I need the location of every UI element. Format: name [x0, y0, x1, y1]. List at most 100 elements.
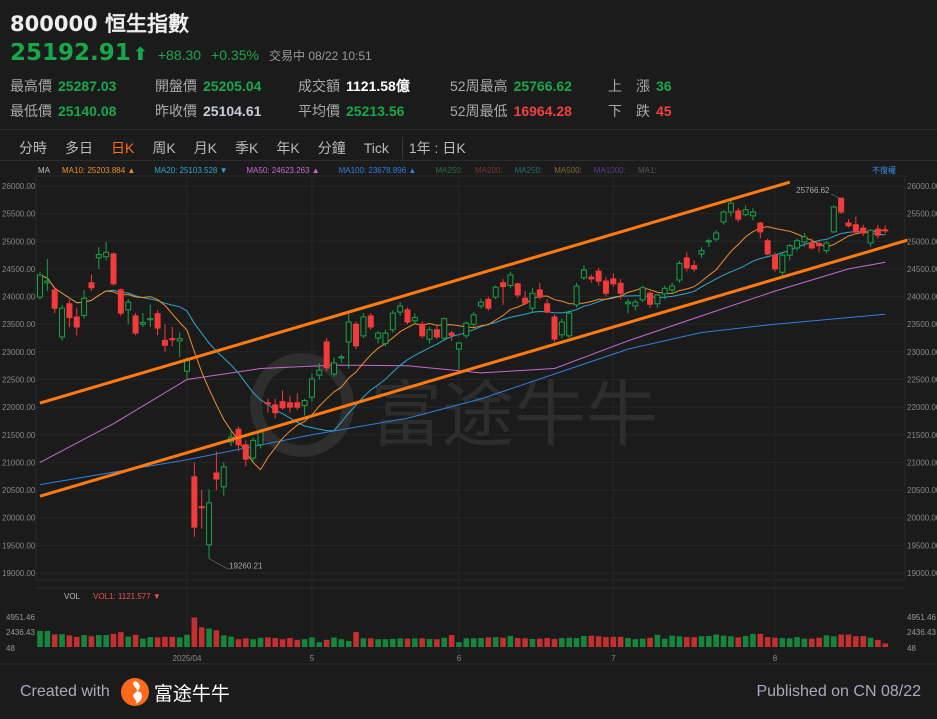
- candle: [198, 490, 205, 529]
- volume-bar: [647, 637, 653, 647]
- volume-bar: [514, 638, 521, 647]
- y-tick-label-left: 24000.00: [2, 293, 36, 302]
- candle: [117, 288, 124, 316]
- candle: [433, 325, 440, 340]
- x-tick-label: 6: [457, 654, 462, 663]
- tab-0[interactable]: 分時: [19, 140, 47, 156]
- volume-bar: [367, 638, 374, 647]
- volume-bar: [243, 638, 249, 647]
- tab-divider: [401, 137, 403, 159]
- stat-label: 最低價: [10, 103, 52, 119]
- tab-3[interactable]: 周K: [152, 140, 176, 156]
- candle: [382, 329, 389, 347]
- volume-bar: [522, 638, 528, 647]
- candle: [478, 298, 484, 309]
- candle: [720, 210, 727, 225]
- adjust-toggle[interactable]: 不復權: [872, 165, 896, 175]
- candle: [308, 373, 315, 402]
- stat-value: 16964.28: [513, 103, 572, 119]
- candle-body: [59, 307, 66, 338]
- candle-body: [529, 292, 536, 309]
- volume-bar: [691, 637, 697, 647]
- stat-value: 25766.62: [513, 78, 572, 94]
- candle-body: [294, 402, 301, 408]
- candle-body: [845, 222, 852, 227]
- candle-body: [705, 240, 712, 243]
- volume-bar: [103, 635, 109, 647]
- tab-2[interactable]: 日K: [111, 140, 135, 156]
- volume-bar: [287, 638, 293, 647]
- stat-label: 平均價: [298, 103, 340, 119]
- y-tick-label-right: 23500.00: [907, 320, 937, 329]
- volume-bar: [463, 638, 470, 647]
- candle-body: [286, 402, 293, 408]
- volume-bar: [426, 638, 433, 647]
- price-annotation: 19260.21: [229, 562, 263, 571]
- candle: [294, 393, 301, 410]
- candle-body: [331, 362, 337, 375]
- candle: [830, 205, 837, 233]
- candle-body: [441, 318, 448, 339]
- volume-bar: [823, 635, 830, 647]
- range-selector[interactable]: 1年 : 日K: [408, 140, 466, 156]
- tab-1[interactable]: 多日: [65, 140, 93, 156]
- volume-bar: [44, 630, 51, 647]
- candle: [353, 321, 360, 350]
- trendline: [39, 180, 791, 405]
- stat-label: 52周最高: [450, 78, 508, 94]
- price-annotation: 25766.62: [796, 186, 830, 195]
- tab-7[interactable]: 分鐘: [317, 140, 346, 156]
- candle-body: [676, 262, 683, 281]
- candle: [316, 362, 323, 380]
- last-price: 25192.91: [10, 40, 131, 66]
- candle: [757, 221, 764, 239]
- candle: [81, 289, 88, 319]
- volume-bar: [294, 639, 301, 647]
- volume-bar: [154, 637, 161, 647]
- candle-body: [242, 444, 249, 460]
- tab-6[interactable]: 年K: [276, 140, 300, 156]
- candlestick-chart[interactable]: 26000.00 26000.00 25500.00 25500.00 25000.00…: [0, 0, 937, 665]
- volume-bar: [882, 643, 889, 647]
- volume-bar: [412, 638, 418, 647]
- index-name: 恒生指數: [104, 12, 189, 36]
- candle: [779, 252, 786, 276]
- candle-body: [220, 466, 227, 488]
- tab-4[interactable]: 月K: [193, 140, 218, 156]
- candle-body: [823, 242, 830, 252]
- candle: [44, 258, 51, 292]
- period-tabs: 分時 多日 日K 周K 月K 季K 年K 分鐘 Tick 1年 : 日K: [10, 137, 475, 159]
- volume-bar: [81, 635, 87, 647]
- volume-bar: [757, 633, 764, 647]
- candle: [772, 252, 778, 272]
- y-tick-label-left: 21500.00: [2, 431, 36, 440]
- candle-body: [683, 257, 690, 269]
- y-tick-label-left: 25500.00: [2, 210, 36, 219]
- candle-body: [588, 276, 595, 280]
- candle: [705, 238, 712, 247]
- candle: [566, 310, 573, 339]
- volume-bar: [728, 636, 734, 647]
- volume-bar: [588, 635, 595, 647]
- stat-value: 45: [656, 103, 672, 119]
- ma-legend-item: MA200:: [475, 166, 503, 175]
- candle: [95, 246, 102, 269]
- volume-bar: [132, 634, 139, 647]
- volume-bar: [125, 636, 131, 647]
- candle-body: [463, 322, 470, 337]
- volume-bar: [176, 637, 183, 647]
- tab-8[interactable]: Tick: [363, 140, 389, 156]
- volume-bar: [603, 637, 609, 647]
- price-panel: [35, 175, 906, 581]
- y-tick-label-right: 26000.00: [907, 182, 937, 191]
- volume-bar: [382, 639, 389, 647]
- volume-bar: [853, 636, 859, 647]
- y-tick-label-right: 19000.00: [907, 569, 937, 578]
- tab-5[interactable]: 季K: [235, 140, 259, 156]
- volume-tick-left: 2436.43: [6, 628, 35, 637]
- candle: [727, 199, 734, 217]
- stat-value: 25205.04: [203, 78, 262, 94]
- volume-bar: [551, 638, 558, 647]
- brand-name: 富途牛牛: [153, 682, 230, 705]
- candle: [154, 310, 161, 336]
